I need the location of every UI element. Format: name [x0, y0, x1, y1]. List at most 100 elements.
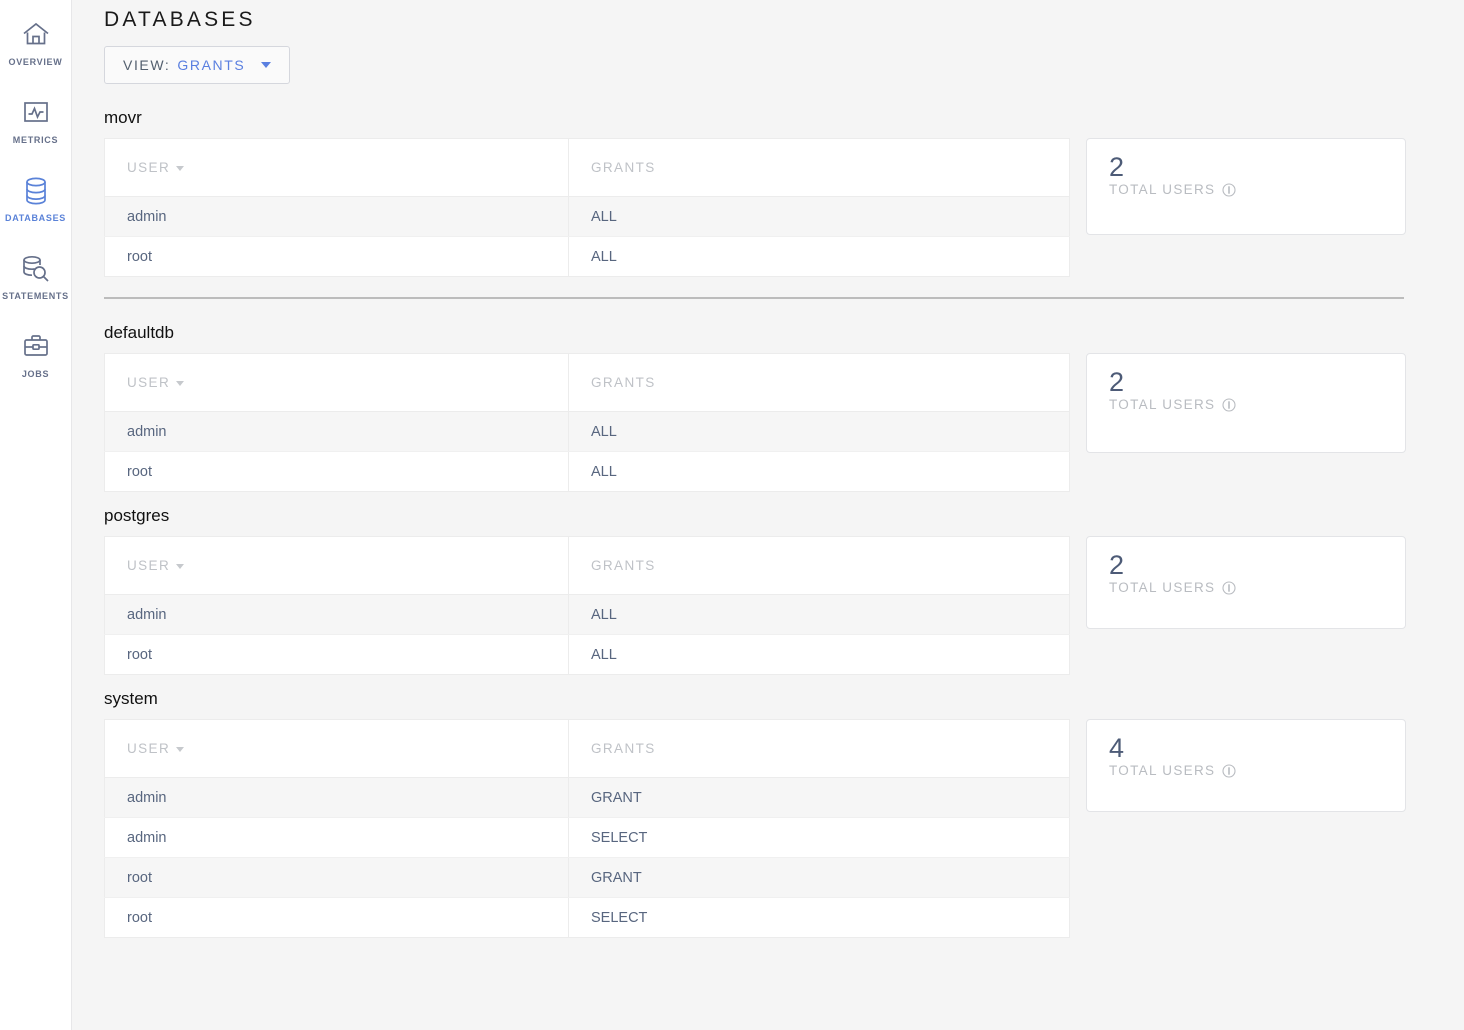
sidebar-item-label: STATEMENTS	[2, 290, 69, 301]
database-sections: movr USER GRANTS admin ALL root ALL 2 TOTAL USER…	[104, 108, 1464, 938]
info-icon[interactable]	[1222, 581, 1236, 595]
total-users-card: 4 TOTAL USERS	[1086, 719, 1406, 812]
column-header-label: GRANTS	[591, 375, 656, 390]
sort-caret-icon	[176, 165, 185, 171]
column-header-label: USER	[127, 160, 171, 175]
cell-grants: SELECT	[568, 817, 1070, 858]
column-header-user[interactable]: USER	[104, 536, 569, 595]
cell-grants: ALL	[568, 634, 1070, 675]
grants-table: USER GRANTS admin ALL root ALL	[104, 138, 1070, 277]
total-users-card: 2 TOTAL USERS	[1086, 536, 1406, 629]
total-users-value: 2	[1109, 550, 1125, 580]
database-body: USER GRANTS admin ALL root ALL 2 TOTAL USERS	[104, 536, 1464, 675]
cell-user: admin	[104, 594, 569, 635]
sidebar-item-label: DATABASES	[5, 212, 66, 223]
column-header-user[interactable]: USER	[104, 353, 569, 412]
view-dropdown-label: VIEW:	[123, 57, 171, 73]
grants-table: USER GRANTS admin ALL root ALL	[104, 353, 1070, 492]
section-divider	[104, 297, 1404, 299]
page-title: DATABASES	[104, 8, 256, 31]
cell-user: admin	[104, 196, 569, 237]
total-users-caption-label: TOTAL USERS	[1109, 182, 1216, 198]
cell-grants: ALL	[568, 236, 1070, 277]
sidebar-item-label: METRICS	[12, 134, 59, 145]
cell-grants: ALL	[568, 411, 1070, 452]
table-row: root ALL	[104, 451, 1070, 492]
sidebar-item-label: OVERVIEW	[8, 56, 63, 67]
column-header-grants[interactable]: GRANTS	[568, 719, 1070, 778]
sort-caret-icon	[176, 380, 185, 386]
total-users-caption: TOTAL USERS	[1109, 182, 1405, 197]
table-row: root SELECT	[104, 897, 1070, 938]
sidebar-item-statements[interactable]: STATEMENTS	[0, 238, 72, 316]
cell-grants: GRANT	[568, 777, 1070, 818]
cell-grants: ALL	[568, 451, 1070, 492]
database-body: USER GRANTS admin ALL root ALL 2 TOTAL USERS	[104, 353, 1464, 492]
database-body: USER GRANTS admin ALL root ALL 2 TOTAL USERS	[104, 138, 1464, 277]
cell-grants: SELECT	[568, 897, 1070, 938]
table-row: admin ALL	[104, 196, 1070, 237]
cell-user: root	[104, 634, 569, 675]
total-users-caption: TOTAL USERS	[1109, 763, 1405, 778]
cell-user: root	[104, 857, 569, 898]
database-name: postgres	[104, 506, 170, 525]
table-row: root GRANT	[104, 857, 1070, 898]
column-header-label: GRANTS	[591, 160, 656, 175]
column-header-user[interactable]: USER	[104, 719, 569, 778]
sidebar-item-metrics[interactable]: METRICS	[0, 82, 72, 160]
column-header-grants[interactable]: GRANTS	[568, 353, 1070, 412]
database-section: system USER GRANTS admin GRANT admin SELECT roo…	[104, 689, 1464, 938]
database-section: defaultdb USER GRANTS admin ALL root ALL 2 TOTAL…	[104, 323, 1464, 492]
cell-user: root	[104, 236, 569, 277]
column-header-grants[interactable]: GRANTS	[568, 138, 1070, 197]
briefcase-icon	[22, 332, 50, 362]
home-icon	[21, 20, 51, 50]
sidebar-item-databases[interactable]: DATABASES	[0, 160, 72, 238]
database-name: movr	[104, 108, 142, 127]
database-section: movr USER GRANTS admin ALL root ALL 2 TOTAL USER…	[104, 108, 1464, 277]
cell-grants: ALL	[568, 594, 1070, 635]
column-header-label: GRANTS	[591, 558, 656, 573]
table-header-row: USER GRANTS	[104, 719, 1070, 778]
info-icon[interactable]	[1222, 764, 1236, 778]
grants-table: USER GRANTS admin ALL root ALL	[104, 536, 1070, 675]
table-row: admin GRANT	[104, 777, 1070, 818]
cell-user: admin	[104, 777, 569, 818]
column-header-user[interactable]: USER	[104, 138, 569, 197]
view-dropdown[interactable]: VIEW: GRANTS	[104, 46, 291, 84]
cell-grants: GRANT	[568, 857, 1070, 898]
database-body: USER GRANTS admin GRANT admin SELECT root GRANT…	[104, 719, 1464, 938]
view-dropdown-value: GRANTS	[177, 57, 246, 73]
column-header-label: USER	[127, 741, 171, 756]
chevron-down-icon	[261, 62, 272, 68]
sidebar-item-overview[interactable]: OVERVIEW	[0, 4, 72, 82]
total-users-caption-label: TOTAL USERS	[1109, 763, 1216, 779]
database-section: postgres USER GRANTS admin ALL root ALL 2 TOTAL …	[104, 506, 1464, 675]
total-users-card: 2 TOTAL USERS	[1086, 353, 1406, 453]
table-row: admin ALL	[104, 411, 1070, 452]
table-row: admin SELECT	[104, 817, 1070, 858]
cell-user: root	[104, 897, 569, 938]
sidebar-item-jobs[interactable]: JOBS	[0, 316, 72, 394]
total-users-value: 4	[1109, 733, 1125, 763]
main-content: DATABASES VIEW: GRANTS movr USER GRANTS adm…	[72, 0, 1464, 1030]
sort-caret-icon	[176, 746, 185, 752]
total-users-value: 2	[1109, 367, 1125, 397]
column-header-label: USER	[127, 375, 171, 390]
table-header-row: USER GRANTS	[104, 536, 1070, 595]
column-header-label: USER	[127, 558, 171, 573]
chart-icon	[22, 98, 50, 128]
table-header-row: USER GRANTS	[104, 138, 1070, 197]
total-users-caption: TOTAL USERS	[1109, 397, 1405, 412]
total-users-caption-label: TOTAL USERS	[1109, 397, 1216, 413]
total-users-value: 2	[1109, 152, 1125, 182]
total-users-card: 2 TOTAL USERS	[1086, 138, 1406, 235]
info-icon[interactable]	[1222, 183, 1236, 197]
database-name: defaultdb	[104, 323, 174, 342]
table-row: root ALL	[104, 634, 1070, 675]
column-header-label: GRANTS	[591, 741, 656, 756]
sort-caret-icon	[176, 563, 185, 569]
column-header-grants[interactable]: GRANTS	[568, 536, 1070, 595]
info-icon[interactable]	[1222, 398, 1236, 412]
